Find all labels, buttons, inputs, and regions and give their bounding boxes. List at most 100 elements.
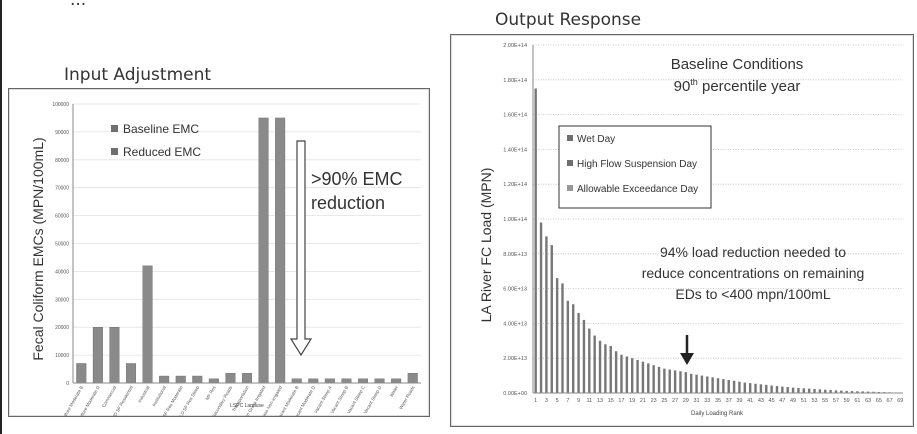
load-bar [684, 372, 688, 393]
load-x-tick-label: 65 [876, 398, 882, 404]
emc-bar [308, 378, 319, 384]
load-x-tick-label: 5 [556, 398, 559, 404]
legend-label-allowable-exceedance-day: Allowable Exceedance Day [577, 184, 698, 195]
load-bar [641, 361, 645, 393]
emc-reduction-annotation: >90% EMC reduction [311, 169, 403, 213]
emc-bar [291, 378, 302, 384]
title-superscript: th [690, 77, 698, 87]
load-bar [550, 245, 553, 393]
emc-chart-panel: 0 10000 20000 30000 40000 50000 60000 70000 8000… [8, 88, 430, 433]
emc-bar [208, 378, 219, 384]
load-y-tick-label: 1.40E+14 [503, 147, 527, 153]
load-y-tick-label: 8.00E+13 [503, 252, 527, 258]
emc-y-tick-label: 0 [66, 381, 69, 387]
load-x-tick-label: 11 [586, 398, 592, 404]
load-bar [738, 381, 741, 393]
load-bar [668, 369, 671, 393]
load-bar [824, 389, 827, 393]
emc-bar [125, 363, 137, 384]
emc-bar [175, 375, 186, 384]
legend-swatch-reduced [111, 148, 118, 155]
load-x-tick-label: 45 [769, 398, 775, 404]
load-bar [614, 351, 618, 393]
load-x-tick-label: 47 [779, 398, 785, 404]
emc-y-tick-label: 70000 [55, 186, 69, 192]
load-x-tick-label: 51 [801, 398, 807, 404]
load-bar [722, 379, 725, 393]
emc-bar-chart: 0 10000 20000 30000 40000 50000 60000 70000 8000… [30, 102, 421, 433]
emc-x-tick-label: Commercial [101, 385, 117, 408]
emc-bar [258, 117, 269, 384]
emc-y-axis-label: Fecal Coliform EMCs (MPN/100mL) [30, 137, 46, 360]
load-bar [765, 384, 768, 393]
load-x-tick-label: 39 [736, 398, 742, 404]
emc-bar [192, 375, 203, 384]
load-bar [657, 366, 661, 393]
title-number: 90 [674, 78, 691, 95]
load-x-tick-label: 33 [704, 398, 710, 404]
load-chart-title-line-1: Baseline Conditions [671, 56, 804, 73]
load-chart-panel: 0.00E+00 2.00E+13 4.00E+13 6.00E+13 8.00E+13… [450, 34, 914, 427]
load-bar [577, 312, 580, 393]
load-bar [630, 358, 634, 393]
load-bar [866, 391, 870, 393]
load-x-tick-label: 59 [844, 398, 850, 404]
load-bar [609, 346, 612, 393]
load-bar [636, 359, 639, 393]
load-bars [534, 88, 902, 393]
emc-reduction-arrow [289, 140, 313, 357]
legend-label-wet-day: Wet Day [577, 134, 615, 145]
load-bar [593, 335, 596, 393]
emc-annotation-line: reduction [311, 193, 385, 213]
load-bar [840, 390, 843, 393]
load-y-tick-label: 1.60E+14 [503, 113, 527, 119]
emc-bar [142, 265, 153, 384]
load-x-tick-label: 31 [693, 398, 699, 404]
legend-label-reduced-emc: Reduced EMC [123, 145, 201, 159]
load-x-tick-label: 57 [833, 398, 839, 404]
load-bar [850, 391, 854, 393]
load-bar [647, 363, 650, 393]
load-bar [732, 380, 736, 393]
load-annotation-line: reduce concentrations on remaining [642, 265, 865, 281]
load-bar [759, 384, 763, 393]
load-bar [689, 373, 693, 393]
load-x-tick-label: 29 [683, 398, 689, 404]
load-x-tick-label: 63 [865, 398, 871, 404]
emc-bar [324, 378, 335, 384]
legend-swatch-allowable-exceedance [567, 185, 573, 191]
load-bar [604, 344, 607, 393]
emc-bar [76, 363, 87, 384]
emc-y-tick-label: 50000 [55, 242, 69, 248]
load-bar [877, 391, 881, 393]
load-bar [861, 391, 864, 393]
load-y-tick-label: 1.20E+14 [503, 182, 527, 188]
emc-bar [92, 326, 103, 384]
emc-y-tick-label: 30000 [55, 297, 69, 303]
load-y-tick-label: 6.00E+13 [503, 287, 527, 293]
load-x-tick-label: 7 [566, 398, 569, 404]
title-rest: percentile year [698, 78, 801, 95]
legend-label-high-flow-suspension-day: High Flow Suspension Day [577, 159, 697, 170]
emc-x-tick-label: Water Roads [398, 384, 416, 410]
load-x-tick-labels: 1 3 5 7 9 11 13 15 17 19 21 23 25 27 29 31 33 35 37 39 41 43 4… [534, 398, 903, 404]
load-x-tick-label: 67 [887, 398, 893, 404]
emc-x-tick-label: MF Res [205, 384, 218, 401]
load-legend-box [558, 125, 712, 209]
output-response-title: Output Response [495, 10, 642, 30]
load-bar [598, 340, 602, 393]
emc-y-tick-label: 60000 [55, 214, 69, 220]
load-bar [754, 383, 757, 393]
emc-bar [275, 117, 286, 384]
emc-x-tick-label: Vacant Steep D [363, 384, 383, 414]
emc-y-tick-label: 90000 [55, 130, 69, 136]
load-x-tick-label: 53 [811, 398, 817, 404]
load-bar [748, 383, 752, 393]
load-bar [588, 328, 591, 393]
load-bar [781, 386, 784, 393]
input-adjustment-title: Input Adjustment [64, 65, 212, 85]
emc-x-tick-label: Water [389, 385, 399, 398]
load-bar [845, 390, 848, 393]
load-bar [786, 387, 789, 393]
load-x-tick-label: 55 [822, 398, 828, 404]
